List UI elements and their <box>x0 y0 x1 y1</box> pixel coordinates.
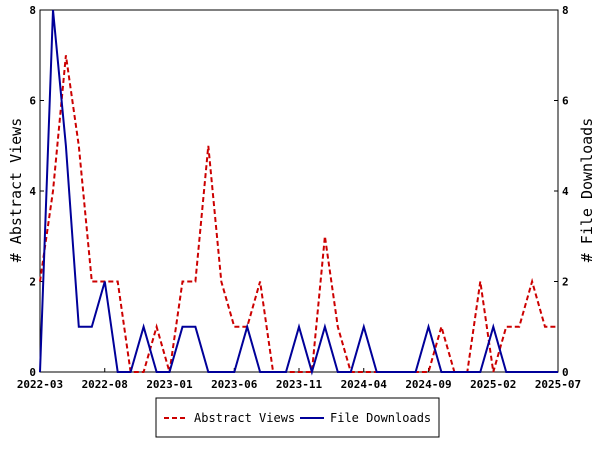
x-tick-label: 2025-02 <box>470 378 516 391</box>
left-y-tick-label: 2 <box>29 276 36 289</box>
legend: Abstract Views File Downloads <box>155 397 440 438</box>
x-tick-label: 2023-11 <box>276 378 323 391</box>
legend-box <box>155 397 440 438</box>
legend-label-abstract-views: Abstract Views <box>194 411 295 425</box>
x-tick-label: 2022-03 <box>17 378 63 391</box>
left-y-tick-label: 4 <box>29 185 36 198</box>
x-tick-label: 2023-01 <box>146 378 193 391</box>
left-axis-title: # Abstract Views <box>7 118 25 263</box>
series-line-file-downloads <box>39 9 558 376</box>
series-lines <box>39 9 558 376</box>
right-y-axis: 0 2 4 6 8 <box>554 4 569 379</box>
series-line-abstract-views <box>39 55 558 373</box>
right-y-tick-label: 4 <box>562 185 569 198</box>
plot-area <box>39 9 559 373</box>
legend-label-file-downloads: File Downloads <box>330 411 431 425</box>
x-tick-label: 2024-04 <box>341 378 388 391</box>
left-y-tick-label: 6 <box>29 95 36 108</box>
x-tick-label: 2024-09 <box>405 378 451 391</box>
left-y-tick-label: 8 <box>29 4 36 17</box>
right-y-tick-label: 8 <box>562 4 569 17</box>
right-y-tick-label: 6 <box>562 95 569 108</box>
right-y-tick-label: 0 <box>562 366 569 379</box>
x-axis: 2022-03 2022-08 2023-01 2023-06 2023-11 2024-… <box>17 368 581 391</box>
x-tick-label: 2025-07 <box>535 378 581 391</box>
x-tick-label: 2023-06 <box>211 378 258 391</box>
x-tick-label: 2022-08 <box>82 378 128 391</box>
left-y-tick-label: 0 <box>29 366 36 379</box>
right-axis-title: # File Downloads <box>578 118 596 263</box>
right-y-tick-label: 2 <box>562 276 569 289</box>
